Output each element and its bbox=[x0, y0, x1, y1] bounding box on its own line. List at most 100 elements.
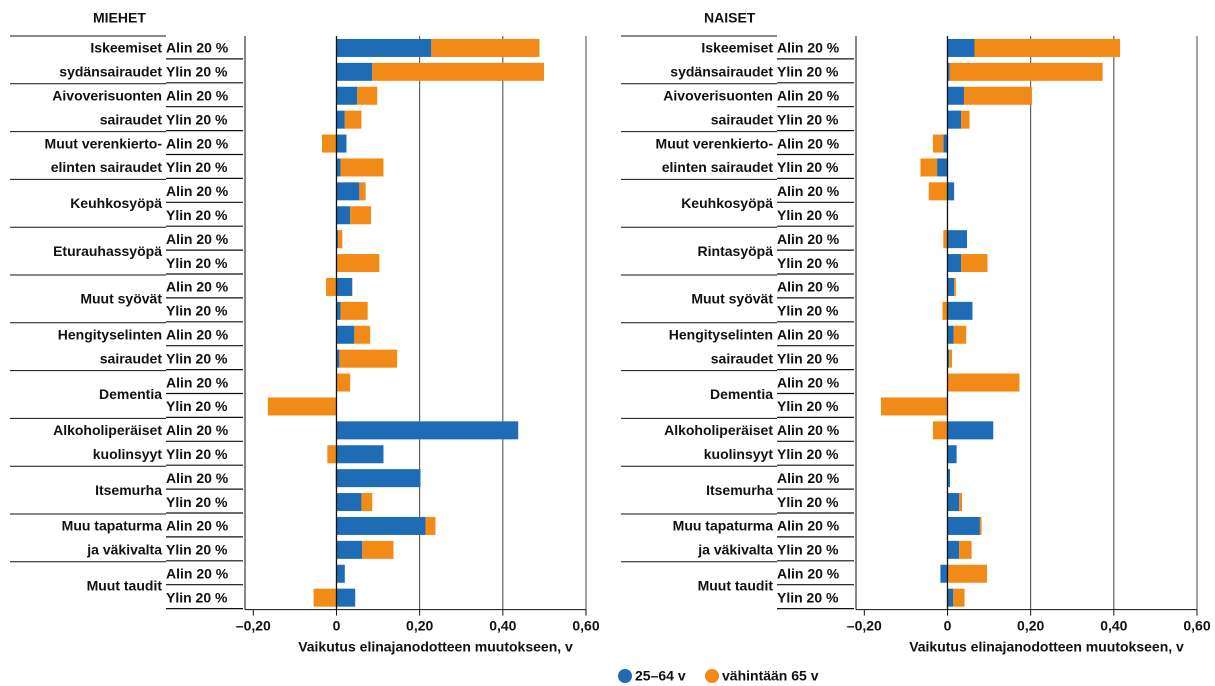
group-label: Aivoverisuonten bbox=[52, 87, 162, 103]
row-label: Alin 20 % bbox=[166, 183, 229, 199]
group-label: Iskeemiset bbox=[90, 40, 162, 56]
group-label: Eturauhassyöpä bbox=[53, 243, 162, 259]
group-label: kuolinsyyt bbox=[93, 446, 163, 462]
group-label: Muu tapaturma bbox=[673, 518, 774, 534]
group-label: Muut taudit bbox=[698, 577, 774, 593]
row-label: Ylin 20 % bbox=[777, 589, 839, 605]
x-tick-label: 0 bbox=[944, 618, 952, 634]
row-label: Ylin 20 % bbox=[777, 350, 839, 366]
bar bbox=[361, 493, 373, 512]
row-label: Ylin 20 % bbox=[166, 350, 228, 366]
row-label: Alin 20 % bbox=[166, 87, 229, 103]
row-label: Alin 20 % bbox=[777, 183, 840, 199]
x-tick-label: 0,60 bbox=[1183, 618, 1210, 634]
group-label: sairaudet bbox=[100, 111, 163, 127]
group-label: Muut syövät bbox=[691, 291, 773, 307]
group-label: Alkoholiperäiset bbox=[664, 422, 773, 438]
row-label: Ylin 20 % bbox=[777, 542, 839, 558]
group-label: Muut syövät bbox=[80, 291, 162, 307]
group-label: sairaudet bbox=[711, 350, 774, 366]
bar bbox=[336, 38, 432, 57]
row-label: Alin 20 % bbox=[777, 135, 840, 151]
bar bbox=[336, 182, 360, 201]
group-label: Keuhkosyöpä bbox=[70, 195, 162, 211]
chart-title: NAISET bbox=[704, 10, 756, 26]
row-label: Ylin 20 % bbox=[777, 446, 839, 462]
bar bbox=[947, 421, 994, 440]
group-label: sairaudet bbox=[711, 111, 774, 127]
row-label: Alin 20 % bbox=[777, 518, 840, 534]
bar bbox=[336, 325, 355, 344]
bar bbox=[344, 110, 362, 129]
bar bbox=[953, 588, 965, 607]
bar bbox=[932, 134, 944, 153]
row-label: Ylin 20 % bbox=[777, 255, 839, 271]
legend-swatch bbox=[705, 669, 719, 683]
bar bbox=[336, 158, 341, 177]
bar bbox=[947, 230, 968, 249]
chart-title: MIEHET bbox=[93, 10, 146, 26]
group-label: sairaudet bbox=[100, 350, 163, 366]
x-tick-label: –0,20 bbox=[236, 618, 271, 634]
bar bbox=[947, 516, 980, 535]
bar bbox=[961, 254, 988, 273]
bar bbox=[979, 516, 982, 535]
bar bbox=[431, 38, 540, 57]
bar bbox=[372, 62, 544, 81]
row-label: Ylin 20 % bbox=[166, 494, 228, 510]
row-label: Ylin 20 % bbox=[166, 303, 228, 319]
bar bbox=[336, 206, 351, 225]
x-tick-label: 0,40 bbox=[489, 618, 516, 634]
bar bbox=[336, 62, 373, 81]
row-label: Alin 20 % bbox=[166, 518, 229, 534]
row-label: Alin 20 % bbox=[166, 231, 229, 247]
row-label: Ylin 20 % bbox=[777, 111, 839, 127]
row-label: Alin 20 % bbox=[166, 374, 229, 390]
bar bbox=[943, 134, 948, 153]
group-label: Dementia bbox=[710, 386, 773, 402]
row-label: Alin 20 % bbox=[777, 87, 840, 103]
row-label: Ylin 20 % bbox=[777, 159, 839, 175]
group-label: Iskeemiset bbox=[701, 40, 773, 56]
bar bbox=[327, 445, 337, 464]
x-tick-label: 0 bbox=[333, 618, 341, 634]
row-label: Ylin 20 % bbox=[777, 398, 839, 414]
bar bbox=[336, 86, 358, 105]
bar bbox=[947, 349, 950, 368]
group-label: Muut taudit bbox=[87, 577, 163, 593]
group-label: kuolinsyyt bbox=[704, 446, 774, 462]
x-tick-label: 0,20 bbox=[406, 618, 433, 634]
bar bbox=[949, 62, 1103, 81]
bar bbox=[336, 134, 347, 153]
bar bbox=[336, 110, 345, 129]
bar bbox=[942, 301, 948, 320]
group-label: ja väkivalta bbox=[86, 542, 162, 558]
row-label: Ylin 20 % bbox=[166, 446, 228, 462]
row-label: Alin 20 % bbox=[166, 565, 229, 581]
group-label: Dementia bbox=[99, 386, 162, 402]
bar bbox=[336, 277, 353, 296]
row-label: Ylin 20 % bbox=[777, 494, 839, 510]
group-label: Hengityselinten bbox=[58, 326, 162, 342]
bar bbox=[947, 110, 962, 129]
row-label: Alin 20 % bbox=[777, 565, 840, 581]
bar bbox=[336, 564, 345, 583]
bar bbox=[425, 516, 436, 535]
row-label: Alin 20 % bbox=[777, 470, 840, 486]
group-label: elinten sairaudet bbox=[662, 159, 774, 175]
bar bbox=[359, 182, 366, 201]
bar bbox=[336, 301, 341, 320]
bar bbox=[337, 254, 380, 273]
row-label: Alin 20 % bbox=[166, 470, 229, 486]
row-label: Alin 20 % bbox=[166, 40, 229, 56]
group-label: sydänsairaudet bbox=[59, 64, 162, 80]
bar bbox=[336, 516, 426, 535]
group-label: Alkoholiperäiset bbox=[53, 422, 162, 438]
row-label: Alin 20 % bbox=[777, 279, 840, 295]
row-label: Alin 20 % bbox=[166, 326, 229, 342]
bar bbox=[336, 230, 339, 249]
bar bbox=[336, 540, 363, 559]
group-label: Aivoverisuonten bbox=[663, 87, 773, 103]
bar bbox=[947, 182, 955, 201]
